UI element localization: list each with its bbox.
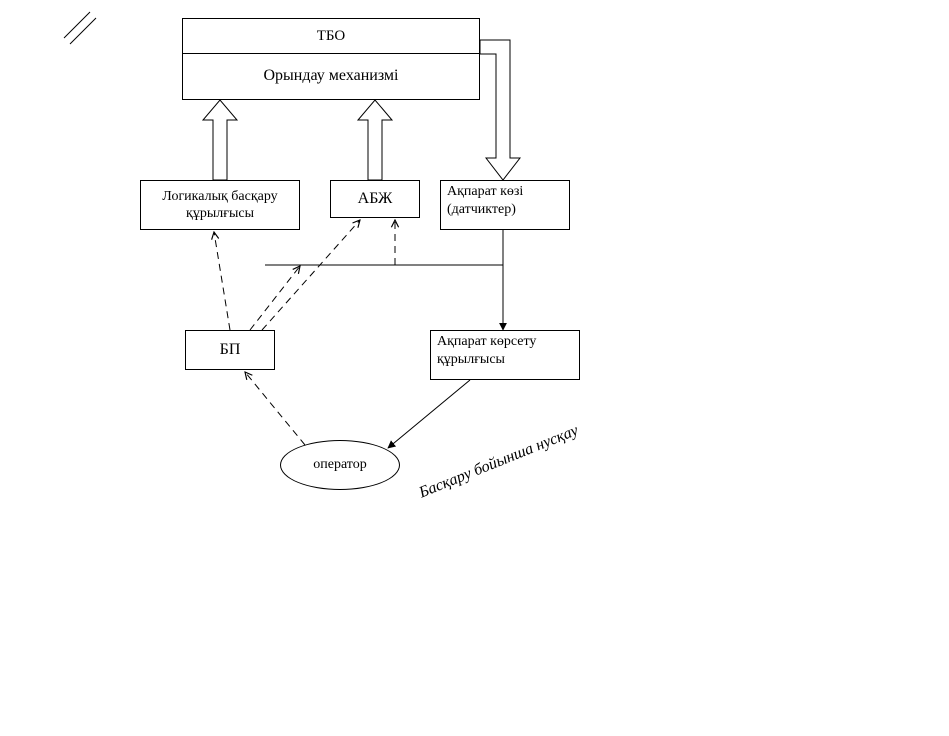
arrow-top-to-sensors: [480, 40, 520, 180]
line-sensors-horizontal: [265, 230, 503, 265]
logic-line1: Логикалық басқару: [162, 188, 277, 206]
operator-text: оператор: [313, 456, 367, 474]
box-display-device: Ақпарат көрсету құрылғысы: [430, 330, 580, 380]
display-line1: Ақпарат көрсету: [437, 333, 536, 351]
node-operator: оператор: [280, 440, 400, 490]
box-sensors: Ақпарат көзі (датчиктер): [440, 180, 570, 230]
sensors-line2: (датчиктер): [447, 201, 516, 219]
mark-topleft: [64, 12, 96, 44]
arrow-operator-to-bp: [245, 372, 305, 445]
arrow-abzh-to-top: [358, 100, 392, 180]
box-abzh: АБЖ: [330, 180, 420, 218]
arrow-bp-to-bus: [250, 266, 300, 330]
box-tbo: ТБО Орындау механизмі: [182, 18, 480, 100]
tbo-subtitle: Орындау механизмі: [183, 53, 479, 99]
arrow-display-to-operator: [388, 380, 470, 448]
diagram-canvas: ТБО Орындау механизмі Логикалық басқару …: [0, 0, 949, 736]
box-logic-control: Логикалық басқару құрылғысы: [140, 180, 300, 230]
bp-text: БП: [220, 340, 241, 360]
tbo-title: ТБО: [183, 19, 479, 53]
arrow-bp-to-abzh: [262, 220, 360, 330]
box-bp: БП: [185, 330, 275, 370]
display-line2: құрылғысы: [437, 351, 505, 369]
abzh-text: АБЖ: [358, 189, 393, 209]
label-instruction: Басқару бойынша нусқау: [417, 422, 581, 502]
sensors-line1: Ақпарат көзі: [447, 183, 523, 201]
arrow-logic-to-top: [203, 100, 237, 180]
arrow-bp-to-logic: [214, 232, 230, 330]
logic-line2: құрылғысы: [186, 205, 254, 223]
